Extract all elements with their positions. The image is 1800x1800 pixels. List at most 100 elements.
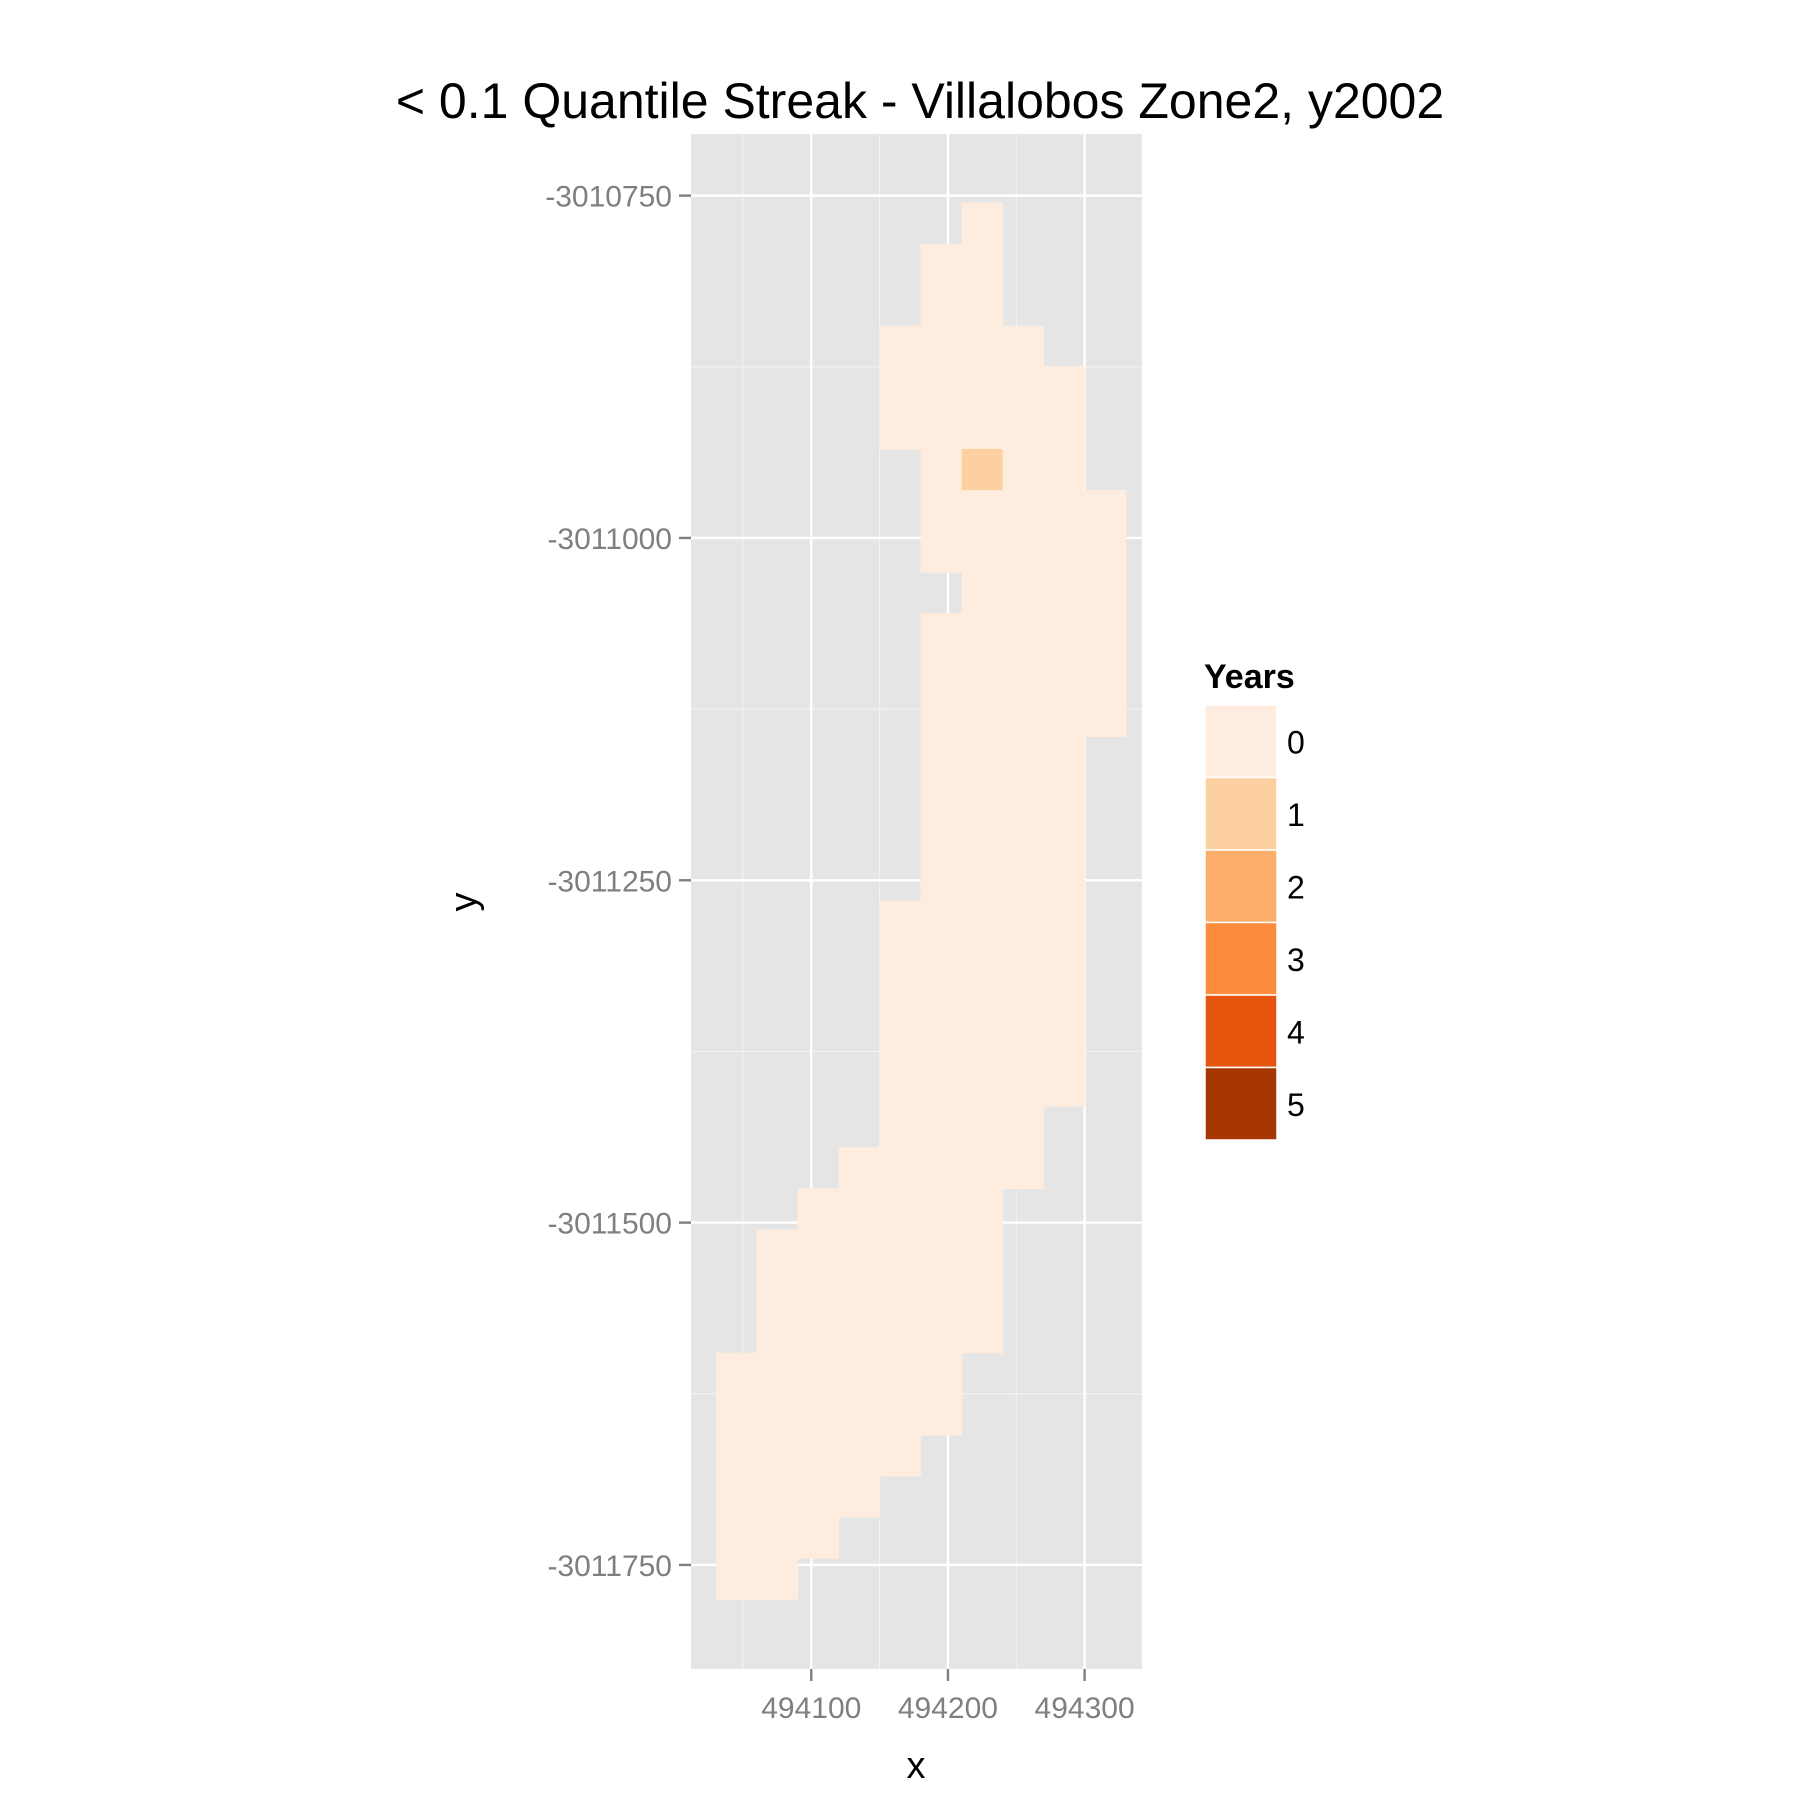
y-axis-label: y — [443, 893, 485, 912]
heatmap-cell — [1002, 366, 1045, 409]
heatmap-cell — [838, 1270, 881, 1313]
heatmap-cell — [756, 1517, 799, 1559]
heatmap-cell — [756, 1434, 799, 1477]
heatmap-cell — [879, 1352, 922, 1395]
x-tick-label: 494300 — [1035, 1692, 1135, 1725]
legend-label-2: 2 — [1287, 869, 1305, 905]
heatmap-cell — [920, 366, 963, 409]
heatmap-cell — [920, 490, 963, 532]
legend-label-3: 3 — [1287, 942, 1305, 978]
heatmap-cell — [961, 448, 1004, 491]
heatmap-cell — [1043, 490, 1086, 532]
heatmap-cell — [920, 1147, 963, 1189]
heatmap-cell — [879, 1434, 922, 1477]
heatmap-cell — [1002, 982, 1045, 1025]
heatmap-cell — [920, 284, 963, 327]
heatmap-cell — [1043, 366, 1086, 409]
heatmap-cell — [1002, 941, 1045, 984]
heatmap-cell — [1043, 941, 1086, 984]
heatmap-cell — [838, 1475, 881, 1518]
heatmap-cell — [797, 1475, 840, 1518]
heatmap-cell — [715, 1352, 758, 1395]
heatmap-cell — [1002, 572, 1045, 614]
heatmap-cell — [838, 1352, 881, 1395]
heatmap-cell — [961, 654, 1004, 697]
y-axis: -3010750 -3011000 -3011250 -3011500 -3011750 — [545, 181, 691, 1583]
heatmap-cell — [1002, 613, 1045, 655]
heatmap-cell — [961, 572, 1004, 614]
heatmap-cell — [961, 859, 1004, 902]
heatmap-cell — [920, 325, 963, 368]
heatmap-cell — [879, 325, 922, 368]
heatmap-cell — [879, 1065, 922, 1107]
heatmap-cell — [1043, 900, 1086, 943]
heatmap-cell — [797, 1229, 840, 1272]
heatmap-cell — [756, 1558, 799, 1600]
legend-key-0 — [1204, 704, 1278, 779]
legend-key-2 — [1204, 849, 1278, 924]
heatmap-cell — [920, 777, 963, 820]
heatmap-cell — [879, 982, 922, 1025]
legend-key-4 — [1204, 994, 1278, 1069]
heatmap-cell — [961, 1311, 1004, 1354]
heatmap-cell — [797, 1270, 840, 1313]
y-tick-label: -3011500 — [547, 1208, 672, 1241]
heatmap-cell — [1002, 859, 1045, 902]
heatmap-cell — [838, 1229, 881, 1272]
heatmap-cell — [1002, 1106, 1045, 1148]
heatmap-cell — [756, 1475, 799, 1518]
heatmap-cell — [1002, 325, 1045, 368]
heatmap-cell — [1043, 859, 1086, 902]
x-axis-label: x — [907, 1745, 926, 1787]
heatmap-cell — [920, 1352, 963, 1395]
heatmap-cell — [797, 1434, 840, 1477]
heatmap-cell — [920, 818, 963, 861]
heatmap-cell — [838, 1147, 881, 1189]
heatmap-cell — [1002, 900, 1045, 943]
heatmap-cell — [879, 1393, 922, 1436]
heatmap-cell — [920, 407, 963, 450]
heatmap-cell — [961, 490, 1004, 532]
heatmap-cell — [961, 1147, 1004, 1189]
heatmap-cell — [797, 1311, 840, 1354]
heatmap-cell — [797, 1393, 840, 1436]
legend-label-4: 4 — [1287, 1014, 1305, 1050]
heatmap-cell — [1043, 1065, 1086, 1107]
heatmap-cell — [961, 366, 1004, 409]
heatmap-cell — [920, 859, 963, 902]
heatmap-cell — [961, 531, 1004, 573]
heatmap-cells — [715, 202, 1127, 1600]
heatmap-cell — [920, 1229, 963, 1272]
legend-key-3 — [1204, 921, 1278, 996]
heatmap-cell — [1084, 695, 1127, 738]
heatmap-cell — [879, 1270, 922, 1313]
heatmap-cell — [1002, 654, 1045, 697]
heatmap-cell — [1002, 531, 1045, 573]
heatmap-cell — [961, 325, 1004, 368]
heatmap-cell — [715, 1475, 758, 1518]
heatmap-cell — [1002, 490, 1045, 532]
heatmap-cell — [1043, 695, 1086, 738]
heatmap-cell — [1043, 1024, 1086, 1066]
heatmap-cell — [756, 1229, 799, 1272]
heatmap-cell — [920, 695, 963, 738]
heatmap-cell — [961, 777, 1004, 820]
heatmap-cell — [1043, 982, 1086, 1025]
heatmap-cell — [838, 1188, 881, 1231]
legend-key-1 — [1204, 776, 1278, 851]
heatmap-cell — [961, 900, 1004, 943]
heatmap-cell — [879, 1106, 922, 1148]
heatmap-cell — [879, 1024, 922, 1066]
heatmap-cell — [920, 613, 963, 655]
heatmap-cell — [961, 243, 1004, 286]
heatmap-cell — [920, 1270, 963, 1313]
heatmap-cell — [1002, 736, 1045, 779]
heatmap-cell — [715, 1434, 758, 1477]
heatmap-cell — [961, 1188, 1004, 1231]
heatmap-cell — [961, 284, 1004, 327]
heatmap-cell — [838, 1434, 881, 1477]
heatmap-cell — [879, 1188, 922, 1231]
heatmap-cell — [1002, 695, 1045, 738]
heatmap-cell — [961, 202, 1004, 245]
chart-title: < 0.1 Quantile Streak - Villalobos Zone2… — [396, 73, 1444, 129]
